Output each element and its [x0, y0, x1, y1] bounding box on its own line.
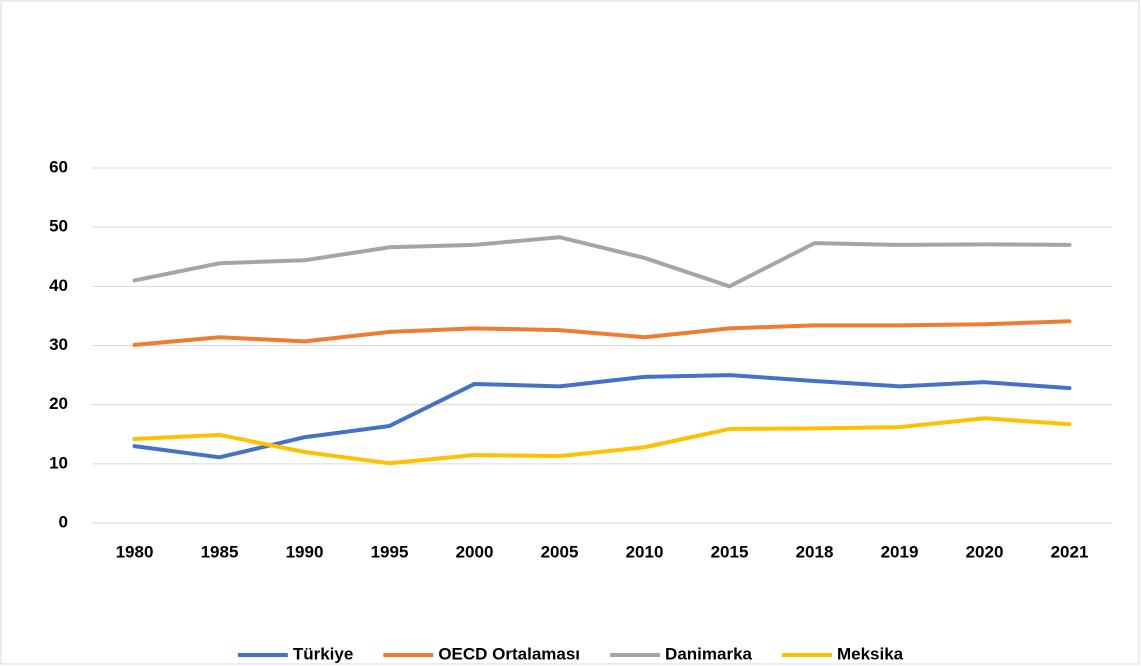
legend-label: Türkiye: [293, 644, 353, 663]
legend-label: OECD Ortalaması: [438, 644, 580, 663]
series-line: [132, 235, 1072, 289]
legend-label: Meksika: [837, 644, 904, 663]
y-tick-label: 20: [49, 394, 68, 413]
y-tick-label: 30: [49, 335, 68, 354]
x-tick-label: 2021: [1051, 542, 1089, 561]
x-tick-label: 2010: [626, 542, 664, 561]
x-tick-label: 2000: [456, 542, 494, 561]
x-tick-label: 2020: [966, 542, 1004, 561]
x-tick-label: 2018: [796, 542, 834, 561]
y-tick-label: 50: [49, 217, 68, 236]
y-tick-label: 60: [49, 157, 68, 176]
x-tick-label: 2015: [711, 542, 749, 561]
y-tick-label: 0: [59, 512, 68, 531]
x-tick-label: 1990: [286, 542, 324, 561]
series-line: [132, 319, 1072, 347]
y-tick-label: 40: [49, 276, 68, 295]
x-tick-label: 1980: [116, 542, 154, 561]
x-tick-label: 2005: [541, 542, 579, 561]
x-tick-label: 2019: [881, 542, 919, 561]
legend-label: Danimarka: [665, 644, 752, 663]
series-line: [132, 373, 1072, 460]
x-tick-label: 1985: [201, 542, 239, 561]
y-tick-label: 10: [49, 453, 68, 472]
series-line: [132, 416, 1072, 466]
x-tick-label: 1995: [371, 542, 409, 561]
